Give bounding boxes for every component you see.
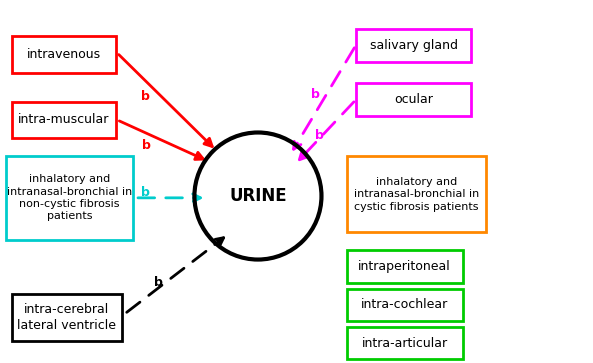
FancyBboxPatch shape	[356, 29, 471, 62]
FancyBboxPatch shape	[356, 83, 471, 116]
Text: intra-cerebral
lateral ventricle: intra-cerebral lateral ventricle	[17, 303, 116, 332]
Text: inhalatory and
intranasal-bronchial in
non-cystic fibrosis
patients: inhalatory and intranasal-bronchial in n…	[7, 174, 132, 221]
Text: intravenous: intravenous	[27, 48, 101, 61]
Text: intra-articular: intra-articular	[362, 337, 448, 350]
FancyBboxPatch shape	[347, 327, 463, 359]
FancyBboxPatch shape	[347, 250, 463, 283]
FancyBboxPatch shape	[6, 156, 133, 240]
Text: inhalatory and
intranasal-bronchial in
cystic fibrosis patients: inhalatory and intranasal-bronchial in c…	[354, 177, 479, 212]
FancyBboxPatch shape	[12, 102, 116, 138]
Text: intra-muscular: intra-muscular	[18, 113, 110, 126]
FancyBboxPatch shape	[347, 156, 486, 232]
Text: b: b	[154, 276, 162, 289]
Text: ocular: ocular	[394, 93, 433, 106]
Text: b: b	[311, 88, 320, 101]
Text: salivary gland: salivary gland	[369, 39, 458, 52]
Text: b: b	[315, 129, 323, 142]
FancyBboxPatch shape	[12, 294, 122, 341]
FancyBboxPatch shape	[347, 289, 463, 321]
Text: intraperitoneal: intraperitoneal	[358, 260, 451, 273]
Text: intra-cochlear: intra-cochlear	[361, 298, 448, 311]
Text: b: b	[141, 90, 149, 103]
Text: b: b	[142, 139, 151, 152]
Text: b: b	[141, 186, 149, 199]
Text: URINE: URINE	[229, 187, 287, 205]
FancyBboxPatch shape	[12, 36, 116, 73]
